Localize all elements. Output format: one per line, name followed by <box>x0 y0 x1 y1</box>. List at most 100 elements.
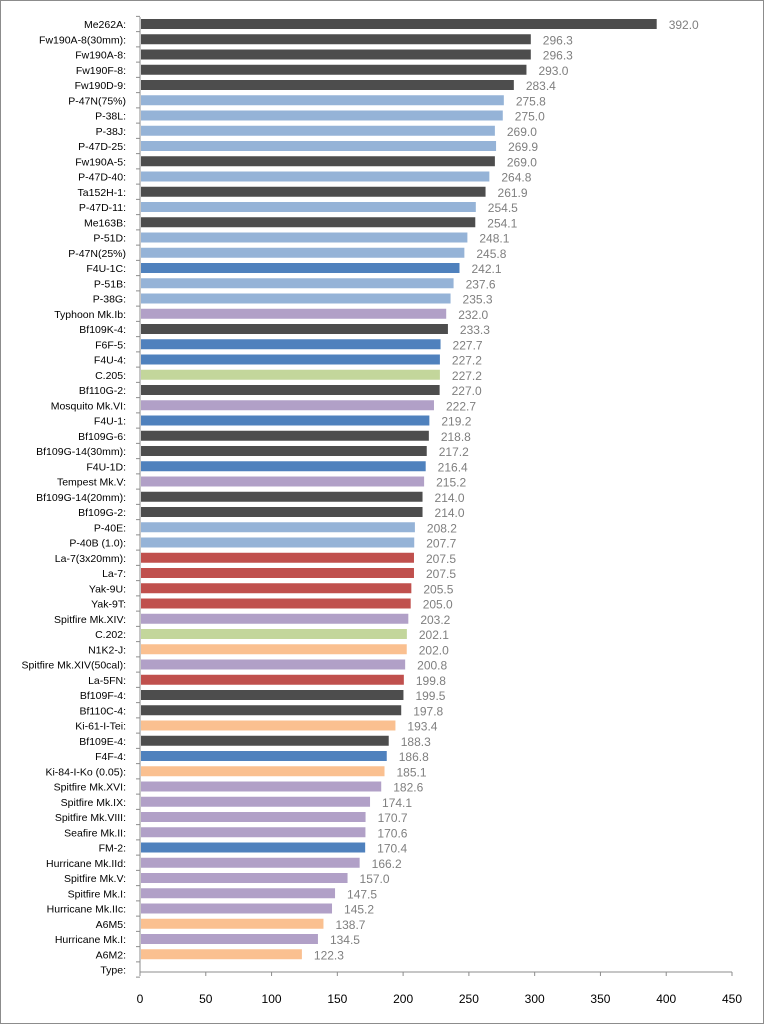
bar-c-205 <box>141 369 440 380</box>
bar-ki-61-i-tei <box>141 720 396 731</box>
bar-f6f-5 <box>141 339 441 350</box>
x-tick-label-200: 200 <box>393 992 413 1006</box>
bar-p-47n-75 <box>141 95 504 106</box>
category-label-spitfire-mk-ix: Spitfire Mk.IX: <box>61 797 126 809</box>
x-tick-label-250: 250 <box>459 992 479 1006</box>
bar-spitfire-mk-xiv-50cal <box>141 659 406 670</box>
value-label-spitfire-mk-i: 147.5 <box>347 887 377 901</box>
value-label-fm-2: 170.4 <box>377 842 407 856</box>
value-label-p-47n-25: 245.8 <box>476 247 506 261</box>
category-label-hurricane-mk-i: Hurricane Mk.I: <box>55 934 126 946</box>
value-label-bf109g-2: 214.0 <box>435 506 465 520</box>
category-label-seafire-mk-ii: Seafire Mk.II: <box>64 827 126 839</box>
bar-typhoon-mk-ib <box>141 308 447 319</box>
bar-spitfire-mk-viii <box>141 812 366 822</box>
category-label-p-51d: P-51D: <box>93 233 126 245</box>
value-label-p-51d: 248.1 <box>479 232 509 246</box>
value-label-ki-61-i-tei: 193.4 <box>407 720 437 734</box>
x-tick-label-400: 400 <box>656 992 676 1006</box>
category-label-spitfire-mk-xvi: Spitfire Mk.XVI: <box>54 782 126 794</box>
category-label-p-38g: P-38G: <box>93 294 126 306</box>
value-label-fw190f-8: 293.0 <box>538 64 568 78</box>
bar-fw190d-9 <box>141 80 514 90</box>
bar-seafire-mk-ii <box>141 827 366 838</box>
category-label-spitfire-mk-v: Spitfire Mk.V: <box>64 873 126 885</box>
category-label-p-40e: P-40E: <box>94 522 126 534</box>
bar-n1k2-j <box>141 644 407 655</box>
category-label-fw190d-9: Fw190D-9: <box>75 80 126 92</box>
value-label-f6f-5: 227.7 <box>453 338 483 352</box>
value-label-bf109f-4: 199.5 <box>415 689 445 703</box>
value-label-p-38g: 235.3 <box>463 293 493 307</box>
x-tick-label-150: 150 <box>327 992 347 1006</box>
category-label-la-5fn: La-5FN: <box>88 675 126 687</box>
bar-a6m2 <box>141 949 302 960</box>
bar-bf110c-4 <box>141 705 402 716</box>
value-label-p-47d-11: 254.5 <box>488 201 518 215</box>
value-label-c-205: 227.2 <box>452 369 482 383</box>
bar-f4f-4 <box>141 751 387 761</box>
value-label-c-202: 202.1 <box>419 628 449 642</box>
value-label-spitfire-mk-xiv: 203.2 <box>420 613 450 627</box>
bar-ki-84-i-ko-0-05 <box>141 766 385 777</box>
category-label-p-47d-40: P-47D-40: <box>78 172 126 184</box>
bar-hurricane-mk-i <box>141 934 318 944</box>
bar-p-47d-40 <box>141 171 490 182</box>
value-label-f4u-4: 227.2 <box>452 354 482 368</box>
value-label-bf109g-6: 218.8 <box>441 430 471 444</box>
category-label-n1k2-j: N1K2-J: <box>88 644 126 656</box>
value-label-yak-9t: 205.0 <box>423 598 453 612</box>
category-label-p-47d-25: P-47D-25: <box>78 141 126 153</box>
bar-spitfire-mk-xvi <box>141 781 382 792</box>
value-label-bf109e-4: 188.3 <box>401 735 431 749</box>
category-label-fw190a-8-30mm: Fw190A-8(30mm): <box>39 34 126 46</box>
value-label-p-40b-1-0: 207.7 <box>426 537 456 551</box>
value-label-f4u-1: 219.2 <box>441 415 471 429</box>
bar-tempest-mk-v <box>141 476 425 487</box>
category-label-bf109g-14-20mm: Bf109G-14(20mm): <box>36 492 126 504</box>
value-label-bf109k-4: 233.3 <box>460 323 490 337</box>
value-label-p-38l: 275.0 <box>515 110 545 124</box>
bar-bf109f-4 <box>141 690 404 700</box>
bars-layer: Me262A: 392.0 Fw190A-8(30mm): 296.3 Fw190A-8… <box>22 18 700 977</box>
category-label-p-47n-25: P-47N(25%) <box>68 248 126 260</box>
value-label-spitfire-mk-xiv-50cal: 200.8 <box>417 659 447 673</box>
value-label-f4u-1c: 242.1 <box>471 262 501 276</box>
category-label-f4u-1c: F4U-1C: <box>86 263 126 275</box>
bar-hurricane-mk-iic <box>141 903 333 914</box>
category-label-ki-61-i-tei: Ki-61-I-Tei: <box>75 721 126 733</box>
bar-spitfire-mk-ix <box>141 796 371 807</box>
category-label-f4u-1d: F4U-1D: <box>86 461 126 473</box>
category-label-me262a: Me262A: <box>84 19 126 31</box>
value-label-me163b: 254.1 <box>487 216 517 230</box>
value-label-f4f-4: 186.8 <box>399 750 429 764</box>
bar-p-47d-11 <box>141 202 476 212</box>
category-label-bf109k-4: Bf109K-4: <box>79 324 126 336</box>
bar-mosquito-mk-vi <box>141 400 434 411</box>
x-tick-label-50: 50 <box>199 992 213 1006</box>
value-label-la-7: 207.5 <box>426 567 456 581</box>
value-label-n1k2-j: 202.0 <box>419 643 449 657</box>
value-label-fw190d-9: 283.4 <box>526 79 556 93</box>
category-label-fw190f-8: Fw190F-8: <box>76 65 126 77</box>
category-label-p-47d-11: P-47D-11: <box>79 202 126 214</box>
category-label-tempest-mk-v: Tempest Mk.V: <box>57 477 126 489</box>
bar-yak-9u <box>141 583 412 594</box>
value-label-spitfire-mk-xvi: 182.6 <box>393 781 423 795</box>
value-label-ta152h-1: 261.9 <box>498 186 528 200</box>
category-label-bf109e-4: Bf109E-4: <box>79 736 126 748</box>
x-tick-label-300: 300 <box>525 992 545 1006</box>
value-label-me262a: 392.0 <box>669 18 699 32</box>
category-label-type: Type: <box>100 965 126 977</box>
category-label-la-7: La-7: <box>102 568 126 580</box>
category-label-bf110g-2: Bf110G-2: <box>79 385 126 397</box>
value-label-p-38j: 269.0 <box>507 125 537 139</box>
category-label-f4f-4: F4F-4: <box>95 751 126 763</box>
value-label-p-51b: 237.6 <box>466 277 496 291</box>
category-label-bf109f-4: Bf109F-4: <box>80 690 126 702</box>
category-label-a6m2: A6M2: <box>96 949 126 961</box>
bar-p-51b <box>141 278 454 289</box>
bar-fw190a-8 <box>141 49 531 60</box>
value-label-bf109g-14-20mm: 214.0 <box>435 491 465 505</box>
